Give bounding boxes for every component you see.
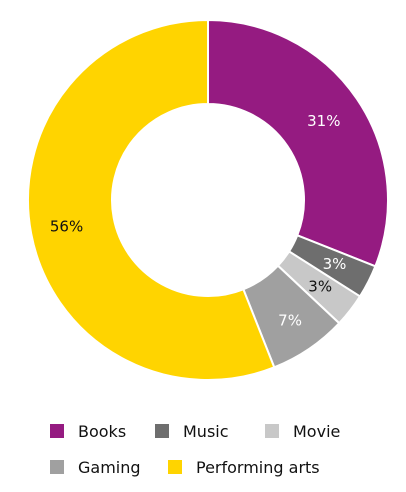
legend-item-movie: Movie [265,422,340,441]
legend-swatch-books [50,424,64,438]
legend-label-music: Music [183,421,229,441]
data-label-movie: 3% [308,278,332,296]
slice-performing-arts [27,18,276,381]
slice-books [207,18,389,268]
data-label-gaming: 7% [278,311,302,329]
legend: Books Music Movie Gaming Performing arts [50,420,390,492]
legend-swatch-movie [265,424,279,438]
legend-item-performing-arts: Performing arts [168,458,320,477]
data-label-music: 3% [323,255,347,273]
donut-chart-svg: 31% 3% 3% 7% 56% [27,18,389,381]
legend-item-books: Books [50,422,155,441]
legend-label-movie: Movie [293,421,341,441]
legend-swatch-gaming [50,460,64,474]
data-label-books: 31% [307,112,340,130]
legend-label-performing-arts: Performing arts [196,457,320,477]
legend-row-2: Gaming Performing arts [50,456,390,478]
legend-row-1: Books Music Movie [50,420,390,442]
data-label-performing-arts: 56% [50,217,83,235]
legend-label-books: Books [78,421,127,441]
legend-item-gaming: Gaming [50,458,168,477]
legend-item-music: Music [155,422,265,441]
legend-label-gaming: Gaming [78,457,141,477]
legend-swatch-music [155,424,169,438]
legend-swatch-performing-arts [168,460,182,474]
